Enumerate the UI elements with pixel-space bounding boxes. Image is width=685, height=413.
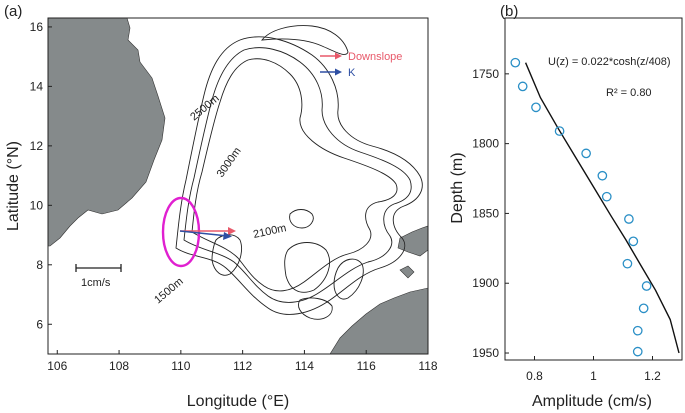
y-tick-label: 1950 (472, 346, 499, 360)
x-tick-label: 106 (47, 359, 67, 373)
observed-point (628, 236, 639, 247)
x-tick-label: 1 (590, 369, 597, 383)
x-tick-label: 110 (171, 359, 190, 373)
map-y-axis-label: Latitude (°N) (5, 141, 22, 231)
land-small-island (399, 265, 415, 279)
land-palawan (397, 225, 428, 257)
panel-b-label: (b) (500, 3, 518, 20)
x-tick-label: 0.8 (526, 369, 543, 383)
y-tick-label: 1850 (472, 206, 499, 220)
map-legend: Downslope K (320, 51, 402, 79)
x-tick-label: 116 (357, 359, 376, 373)
scale-bar-label: 1cm/s (81, 277, 111, 289)
x-tick-label: 114 (295, 359, 314, 373)
y-tick-label: 1900 (472, 276, 499, 290)
x-tick-label: 118 (418, 359, 437, 373)
map-area: 2500m 3000m 2100m 1500m Downslope K 1cm/… (48, 18, 428, 354)
fit-formula: U(z) = 0.022*cosh(z/408) (548, 56, 671, 68)
y-tick-label: 16 (30, 20, 44, 34)
observed-point (510, 57, 521, 68)
vector-arrows (179, 227, 236, 240)
observed-point (531, 102, 541, 113)
x-tick-label: 108 (109, 359, 129, 373)
land-indochina (48, 18, 166, 247)
observed-point (632, 346, 643, 357)
profile-x-ticks: 0.8 1 1.2 (526, 356, 661, 383)
profile-y-axis-label: Depth (m) (449, 152, 466, 223)
map-x-axis-label: Longitude (°E) (187, 393, 289, 410)
study-area-ellipse (161, 196, 201, 268)
observed-point (517, 81, 528, 92)
observed-point (632, 325, 643, 336)
observed-point (638, 303, 649, 314)
y-tick-label: 14 (30, 79, 44, 93)
y-tick-label: 6 (36, 317, 43, 331)
observed-point (624, 214, 634, 224)
observed-point (601, 191, 612, 202)
y-tick-label: 10 (30, 198, 44, 212)
legend-label-downslope: Downslope (348, 51, 402, 63)
profile-y-ticks: 1750 1800 1850 1900 1950 (472, 67, 509, 360)
fit-curve (524, 62, 680, 354)
legend-label-k: K (348, 67, 356, 79)
profile-x-axis-label: Amplitude (cm/s) (532, 393, 652, 410)
land-borneo (329, 287, 428, 354)
scale-bar: 1cm/s (75, 264, 122, 289)
profile-frame (504, 17, 683, 361)
map-x-ticks: 106 108 110 112 114 116 118 (47, 350, 438, 373)
observed-point (641, 281, 652, 291)
observed-point (597, 170, 608, 181)
observed-points (510, 57, 652, 357)
observed-point (554, 126, 565, 136)
map-frame (47, 17, 429, 355)
observed-point (581, 148, 591, 159)
observed-point (622, 258, 633, 269)
x-tick-label: 1.2 (644, 369, 661, 383)
y-tick-label: 1750 (472, 67, 499, 81)
y-tick-label: 1800 (472, 137, 499, 151)
map-y-ticks: 6 8 10 12 14 16 (30, 20, 52, 331)
y-tick-label: 12 (30, 139, 44, 153)
panel-a-label: (a) (4, 3, 22, 20)
bathymetry-contours (175, 25, 423, 320)
fit-r-squared: R² = 0.80 (606, 87, 652, 99)
x-tick-label: 112 (233, 359, 252, 373)
y-tick-label: 8 (36, 258, 43, 272)
